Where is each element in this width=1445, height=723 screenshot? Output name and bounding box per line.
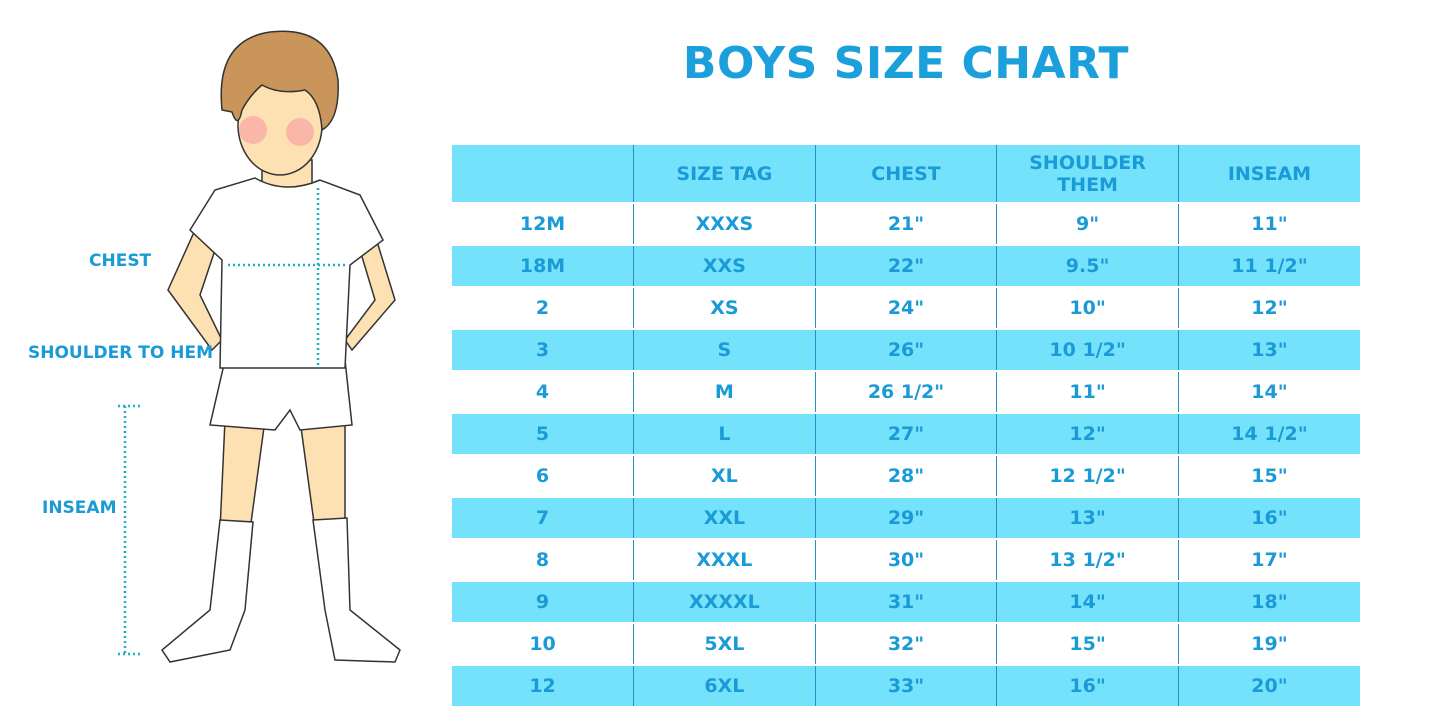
table-cell: 30" (814, 538, 997, 581)
table-cell: XXXXL (633, 580, 816, 623)
table-row: 7 XXL 29" 13" 16" (452, 496, 1360, 539)
table-cell: 14" (1177, 370, 1360, 413)
table-cell: 12" (996, 412, 1179, 455)
header-cell: SIZE TAG (633, 145, 816, 203)
table-cell: 19" (1177, 622, 1360, 665)
table-cell: 11" (1177, 202, 1360, 245)
table-cell: S (633, 328, 816, 371)
table-cell: 9" (996, 202, 1179, 245)
table-cell: 5 (452, 412, 634, 455)
table-cell: 12M (452, 202, 634, 245)
table-cell: 26" (814, 328, 997, 371)
table-cell: 10" (996, 286, 1179, 329)
table-cell: 27" (814, 412, 997, 455)
inseam-label: INSEAM (42, 498, 117, 518)
table-row: 18M XXS 22" 9.5" 11 1/2" (452, 244, 1360, 287)
table-cell: 13 1/2" (996, 538, 1179, 581)
table-cell: 9.5" (996, 244, 1179, 287)
boy-illustration (118, 30, 401, 663)
header-cell (452, 145, 634, 203)
table-row: 12 6XL 33" 16" 20" (452, 664, 1360, 706)
table-cell: 7 (452, 496, 634, 539)
table-cell: 2 (452, 286, 634, 329)
table-cell: 29" (814, 496, 997, 539)
table-cell: 12 (452, 664, 634, 706)
table-row: 5 L 27" 12" 14 1/2" (452, 412, 1360, 455)
table-cell: 12" (1177, 286, 1360, 329)
table-cell: 10 (452, 622, 634, 665)
table-cell: 8 (452, 538, 634, 581)
table-cell: 18M (452, 244, 634, 287)
table-cell: 13" (996, 496, 1179, 539)
table-cell: 31" (814, 580, 997, 623)
table-cell: 6 (452, 454, 634, 497)
table-cell: L (633, 412, 816, 455)
table-cell: XXXL (633, 538, 816, 581)
table-cell: 21" (814, 202, 997, 245)
table-row: 8 XXXL 30" 13 1/2" 17" (452, 538, 1360, 581)
table-row: 10 5XL 32" 15" 19" (452, 622, 1360, 665)
table-cell: M (633, 370, 816, 413)
chest-label: CHEST (89, 251, 152, 271)
table-row: 2 XS 24" 10" 12" (452, 286, 1360, 329)
shoulder-label: SHOULDER TO HEM (28, 343, 214, 363)
table-row: 6 XL 28" 12 1/2" 15" (452, 454, 1360, 497)
table-cell: 14 1/2" (1177, 412, 1360, 455)
table-cell: 16" (996, 664, 1179, 706)
title: BOYS SIZE CHART (682, 38, 1130, 89)
table-row: 12M XXXS 21" 9" 11" (452, 202, 1360, 245)
table-body: 12M XXXS 21" 9" 11" 18M XXS 22" 9.5" 11 1/2" 2 XS 24… (452, 202, 1360, 706)
table-cell: XXXS (633, 202, 816, 245)
table-cell: 33" (814, 664, 997, 706)
table-cell: 22" (814, 244, 997, 287)
table-row: 4 M 26 1/2" 11" 14" (452, 370, 1360, 413)
table-row: 3 S 26" 10 1/2" 13" (452, 328, 1360, 371)
table-cell: 26 1/2" (814, 370, 997, 413)
table-cell: 9 (452, 580, 634, 623)
table-cell: 11 1/2" (1177, 244, 1360, 287)
table-cell: 3 (452, 328, 634, 371)
table-cell: 4 (452, 370, 634, 413)
table-cell: 24" (814, 286, 997, 329)
header-cell: CHEST (814, 145, 997, 203)
table-cell: 18" (1177, 580, 1360, 623)
table-cell: 14" (996, 580, 1179, 623)
table-cell: 13" (1177, 328, 1360, 371)
table-cell: 6XL (633, 664, 816, 706)
table-cell: XXL (633, 496, 816, 539)
table-cell: XL (633, 454, 816, 497)
table-cell: 17" (1177, 538, 1360, 581)
header-cell: INSEAM (1177, 145, 1360, 203)
table-cell: 16" (1177, 496, 1360, 539)
table-cell: 32" (814, 622, 997, 665)
table-cell: 15" (1177, 454, 1360, 497)
table-cell: XXS (633, 244, 816, 287)
table-cell: 12 1/2" (996, 454, 1179, 497)
table-row: 9 XXXXL 31" 14" 18" (452, 580, 1360, 623)
table-cell: 5XL (633, 622, 816, 665)
table-cell: 15" (996, 622, 1179, 665)
header-row: SIZE TAG CHEST SHOULDER THEM INSEAM (452, 145, 1360, 203)
header-cell: SHOULDER THEM (996, 145, 1179, 203)
table-cell: 20" (1177, 664, 1360, 706)
table-cell: 28" (814, 454, 997, 497)
table-cell: 11" (996, 370, 1179, 413)
size-table: SIZE TAG CHEST SHOULDER THEM INSEAM 12M XXXS 2… (452, 145, 1360, 706)
table-cell: XS (633, 286, 816, 329)
table-cell: 10 1/2" (996, 328, 1179, 371)
